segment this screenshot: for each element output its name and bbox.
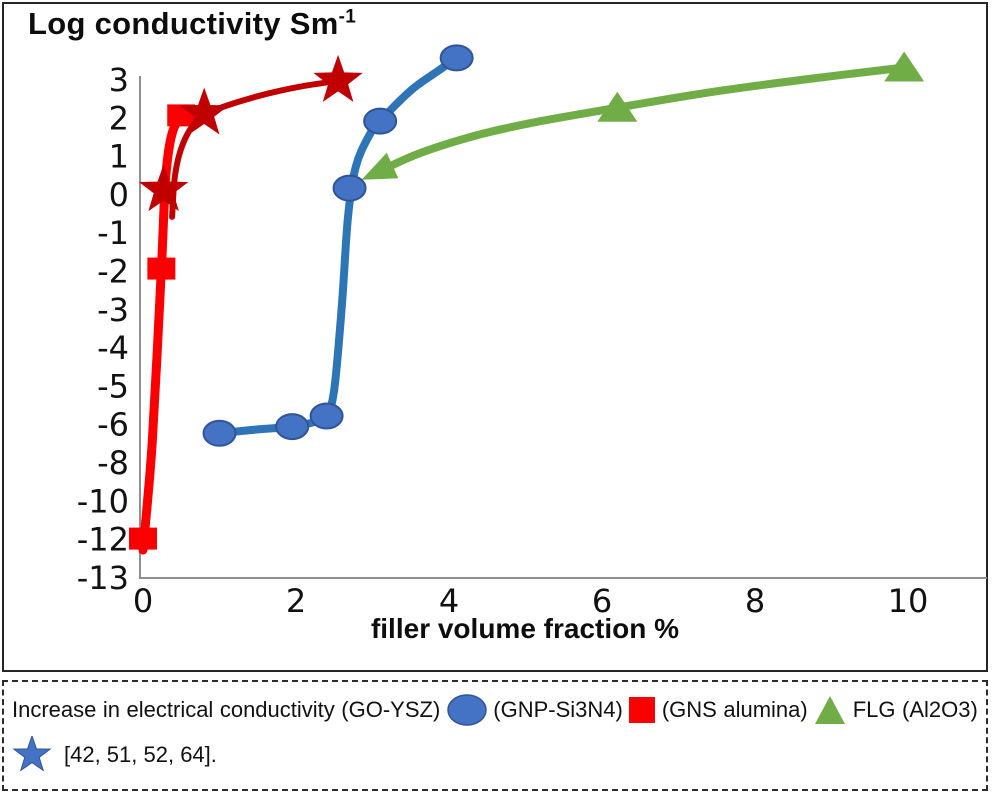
marker-circle-go-ysz bbox=[309, 402, 344, 430]
green-arrowhead-icon bbox=[361, 152, 399, 180]
x-tick-label: 6 bbox=[592, 582, 612, 620]
chart-title-superscript: -1 bbox=[338, 6, 357, 28]
red-square-marker-icon bbox=[629, 697, 656, 723]
chart-frame bbox=[2, 2, 988, 672]
marker-circle-go-ysz bbox=[202, 419, 237, 447]
marker-circle-go-ysz bbox=[363, 107, 398, 135]
y-tick-label: 1 bbox=[109, 138, 129, 176]
marker-star-flg-al2o3 bbox=[138, 164, 189, 212]
y-tick-label: 0 bbox=[109, 176, 129, 214]
x-tick-label: 8 bbox=[745, 582, 765, 620]
axes-lines bbox=[139, 76, 987, 579]
blue-star-icon bbox=[12, 736, 52, 772]
chart-title: Log conductivity Sm-1 bbox=[28, 6, 356, 42]
caption-box: Increase in electrical conductivity (GO-YSZ)… bbox=[2, 680, 988, 791]
x-tick-label: 10 bbox=[888, 582, 929, 620]
y-tick-label: -2 bbox=[97, 253, 129, 291]
series-line-flg-al2o3 bbox=[169, 77, 342, 220]
caption-word: (GNP-Si3N4) bbox=[493, 697, 623, 722]
series-line-go-ysz bbox=[215, 53, 461, 438]
marker-square-gnp-si3n4 bbox=[129, 527, 157, 550]
y-tick-label: -3 bbox=[97, 291, 129, 329]
y-tick-label: -1 bbox=[97, 214, 129, 252]
y-tick-label: -10 bbox=[77, 482, 129, 520]
caption-word: electrical bbox=[126, 697, 214, 722]
x-tick-label: 2 bbox=[286, 582, 306, 620]
marker-triangle-gns-alumina bbox=[597, 91, 638, 122]
marker-circle-go-ysz bbox=[275, 413, 310, 441]
y-tick-label: -8 bbox=[97, 444, 129, 482]
x-tick-label: 4 bbox=[439, 582, 459, 620]
caption-line-2: [42, 51, 52, 64]. bbox=[12, 734, 978, 776]
x-tick-label: 0 bbox=[133, 582, 153, 620]
y-tick-label: -12 bbox=[77, 521, 129, 559]
y-tick-label: -6 bbox=[97, 406, 129, 444]
green-triangle-marker-icon bbox=[815, 696, 846, 724]
y-tick-label: -5 bbox=[97, 367, 129, 405]
y-tick-label: -13 bbox=[77, 559, 129, 597]
caption-word: in bbox=[102, 697, 121, 722]
marker-square-gnp-si3n4 bbox=[147, 257, 176, 280]
y-tick-label: 3 bbox=[109, 61, 129, 99]
marker-circle-go-ysz bbox=[332, 174, 367, 202]
caption-word: (GO-YSZ) bbox=[341, 697, 441, 722]
caption-word: Increase bbox=[12, 697, 97, 722]
marker-star-flg-al2o3 bbox=[179, 87, 229, 135]
caption-word: alumina) bbox=[723, 697, 808, 722]
caption-references: [42, 51, 52, 64]. bbox=[64, 742, 217, 767]
caption-word: (GNS bbox=[661, 697, 717, 722]
caption-line-1: Increase in electrical conductivity (GO-YSZ)… bbox=[12, 692, 978, 728]
caption-word: conductivity bbox=[219, 697, 335, 722]
marker-triangle-gns-alumina bbox=[884, 51, 925, 82]
x-axis-label: filler volume fraction % bbox=[370, 613, 680, 644]
series-line-gns-alumina bbox=[368, 63, 909, 179]
blue-circle-marker-icon bbox=[447, 694, 487, 726]
y-tick-label: 2 bbox=[109, 99, 129, 137]
caption-word: FLG bbox=[852, 697, 896, 722]
marker-star-flg-al2o3 bbox=[313, 54, 363, 102]
y-tick-label: -4 bbox=[97, 329, 129, 367]
marker-circle-go-ysz bbox=[439, 44, 474, 72]
caption-word: (Al2O3) bbox=[902, 697, 978, 722]
chart-title-text: Log conductivity Sm bbox=[28, 6, 339, 41]
